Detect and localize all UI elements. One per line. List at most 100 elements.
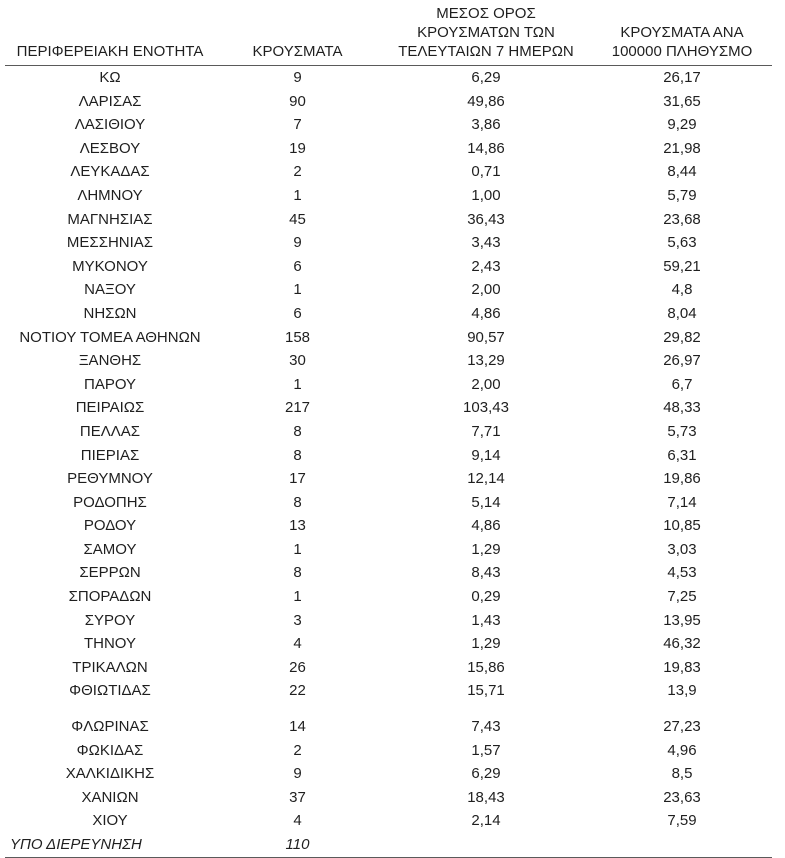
cell-region: ΞΑΝΘΗΣ xyxy=(78,352,142,370)
cell-per_100k: 6,31 xyxy=(667,446,697,464)
cell-cases: 1 xyxy=(293,375,302,393)
cell-avg_7day: 1,00 xyxy=(471,186,501,204)
cell-per_100k: 5,63 xyxy=(667,234,697,252)
cell-avg_7day: 13,29 xyxy=(467,352,505,370)
header-avg7-line1: ΜΕΣΟΣ ΟΡΟΣ xyxy=(436,5,536,22)
cell-region: ΦΩΚΙΔΑΣ xyxy=(76,741,144,759)
header-cases: ΚΡΟΥΣΜΑΤΑ xyxy=(215,2,380,66)
cell-per_100k: 10,85 xyxy=(663,517,701,535)
table-row: ΣΥΡΟΥ 3 1,43 13,95 xyxy=(5,609,772,633)
cell-cases: 1 xyxy=(293,588,302,606)
cell-region: ΛΑΣΙΘΙΟΥ xyxy=(74,116,146,134)
cell-cases: 19 xyxy=(289,139,306,157)
cell-avg_7day: 7,71 xyxy=(471,422,501,440)
cell-cases: 22 xyxy=(289,682,306,700)
cell-region: ΧΑΛΚΙΔΙΚΗΣ xyxy=(65,765,155,783)
cell-avg_7day: 0,71 xyxy=(471,163,501,181)
cell-region: ΛΑΡΙΣΑΣ xyxy=(78,92,142,110)
table-row: ΜΥΚΟΝΟΥ 6 2,43 59,21 xyxy=(5,255,772,279)
cell-avg_7day: 1,29 xyxy=(471,635,501,653)
spacer-row xyxy=(5,703,772,715)
table-row: ΛΑΡΙΣΑΣ 90 49,86 31,65 xyxy=(5,90,772,114)
cell-region: ΥΠΟ ΔΙΕΡΕΥΝΗΣΗ xyxy=(5,833,215,858)
table-row: ΛΗΜΝΟΥ 1 1,00 5,79 xyxy=(5,184,772,208)
cell-avg_7day: 4,86 xyxy=(471,304,501,322)
table-row: ΧΑΛΚΙΔΙΚΗΣ 9 6,29 8,5 xyxy=(5,762,772,786)
header-avg7-line3: ΤΕΛΕΥΤΑΙΩΝ 7 ΗΜΕΡΩΝ xyxy=(398,43,574,60)
cell-avg_7day xyxy=(380,833,592,858)
table-header: ΠΕΡΙΦΕΡΕΙΑΚΗ ΕΝΟΤΗΤΑ ΚΡΟΥΣΜΑΤΑ ΜΕΣΟΣ ΟΡΟ… xyxy=(5,2,772,66)
table-row: ΡΕΘΥΜΝΟΥ 17 12,14 19,86 xyxy=(5,467,772,491)
table-row: ΣΑΜΟΥ 1 1,29 3,03 xyxy=(5,538,772,562)
cell-cases: 6 xyxy=(293,257,302,275)
cell-cases: 9 xyxy=(293,234,302,252)
table-row: ΞΑΝΘΗΣ 30 13,29 26,97 xyxy=(5,349,772,373)
table-row: ΛΑΣΙΘΙΟΥ 7 3,86 9,29 xyxy=(5,113,772,137)
cell-region: ΡΟΔΟΥ xyxy=(83,517,137,535)
cell-cases: 8 xyxy=(293,446,302,464)
cell-per_100k: 48,33 xyxy=(663,399,701,417)
cell-per_100k: 23,68 xyxy=(663,210,701,228)
cell-cases: 1 xyxy=(293,540,302,558)
cell-cases: 17 xyxy=(289,470,306,488)
cell-region: ΛΕΣΒΟΥ xyxy=(79,139,141,157)
cell-per_100k: 4,53 xyxy=(667,564,697,582)
table-row: ΠΙΕΡΙΑΣ 8 9,14 6,31 xyxy=(5,444,772,468)
cell-per_100k: 46,32 xyxy=(663,635,701,653)
cell-avg_7day: 9,14 xyxy=(471,446,501,464)
table-row: ΦΘΙΩΤΙΔΑΣ 22 15,71 13,9 xyxy=(5,679,772,703)
cell-region: ΝΑΞΟΥ xyxy=(84,281,136,299)
cell-cases: 8 xyxy=(293,422,302,440)
cell-region: ΠΙΕΡΙΑΣ xyxy=(80,446,140,464)
cell-region: ΛΗΜΝΟΥ xyxy=(77,186,143,204)
cell-avg_7day: 5,14 xyxy=(471,493,501,511)
cell-avg_7day: 4,86 xyxy=(471,517,501,535)
cell-per_100k: 8,5 xyxy=(671,765,693,783)
cell-region: ΣΠΟΡΑΔΩΝ xyxy=(68,588,152,606)
cell-avg_7day: 3,43 xyxy=(471,234,501,252)
cell-region: ΧΙΟΥ xyxy=(92,812,128,830)
cell-cases: 30 xyxy=(289,352,306,370)
table-row: ΦΩΚΙΔΑΣ 2 1,57 4,96 xyxy=(5,739,772,763)
cell-avg_7day: 36,43 xyxy=(467,210,505,228)
cell-cases: 90 xyxy=(289,92,306,110)
header-avg7: ΜΕΣΟΣ ΟΡΟΣ ΚΡΟΥΣΜΑΤΩΝ ΤΩΝ ΤΕΛΕΥΤΑΙΩΝ 7 Η… xyxy=(380,2,592,66)
cell-cases: 4 xyxy=(293,635,302,653)
table-row: ΠΕΙΡΑΙΩΣ 217 103,43 48,33 xyxy=(5,396,772,420)
cell-per_100k: 8,04 xyxy=(667,304,697,322)
table-row: ΧΑΝΙΩΝ 37 18,43 23,63 xyxy=(5,786,772,810)
cell-cases: 8 xyxy=(293,493,302,511)
cell-region: ΤΗΝΟΥ xyxy=(83,635,137,653)
header-per100k-line2: 100000 ΠΛΗΘΥΣΜΟ xyxy=(611,43,753,60)
cell-avg_7day: 7,43 xyxy=(471,718,501,736)
cell-cases: 1 xyxy=(293,186,302,204)
cell-cases: 158 xyxy=(284,328,311,346)
cell-per_100k xyxy=(592,833,772,858)
cell-region: ΤΡΙΚΑΛΩΝ xyxy=(72,658,148,676)
table-row: ΝΟΤΙΟΥ ΤΟΜΕΑ ΑΘΗΝΩΝ 158 90,57 29,82 xyxy=(5,326,772,350)
cell-per_100k: 21,98 xyxy=(663,139,701,157)
cell-per_100k: 7,25 xyxy=(667,588,697,606)
cell-cases: 6 xyxy=(293,304,302,322)
cell-avg_7day: 1,57 xyxy=(471,741,501,759)
cell-per_100k: 59,21 xyxy=(663,257,701,275)
cell-cases: 217 xyxy=(284,399,311,417)
cell-region: ΜΕΣΣΗΝΙΑΣ xyxy=(66,234,154,252)
table-row: ΠΕΛΛΑΣ 8 7,71 5,73 xyxy=(5,420,772,444)
cell-avg_7day: 2,14 xyxy=(471,812,501,830)
cell-per_100k: 5,73 xyxy=(667,422,697,440)
cell-avg_7day: 90,57 xyxy=(467,328,505,346)
cell-per_100k: 7,59 xyxy=(667,812,697,830)
cell-per_100k: 29,82 xyxy=(663,328,701,346)
cell-cases: 14 xyxy=(289,718,306,736)
cell-per_100k: 19,86 xyxy=(663,470,701,488)
cell-region: ΠΕΙΡΑΙΩΣ xyxy=(75,399,145,417)
cell-per_100k: 5,79 xyxy=(667,186,697,204)
table-row: ΚΩ 9 6,29 26,17 xyxy=(5,66,772,90)
cell-per_100k: 7,14 xyxy=(667,493,697,511)
cell-avg_7day: 1,29 xyxy=(471,540,501,558)
cell-avg_7day: 2,00 xyxy=(471,375,501,393)
cell-cases: 2 xyxy=(293,163,302,181)
cell-region: ΦΘΙΩΤΙΔΑΣ xyxy=(69,682,151,700)
cell-region: ΠΕΛΛΑΣ xyxy=(79,422,141,440)
